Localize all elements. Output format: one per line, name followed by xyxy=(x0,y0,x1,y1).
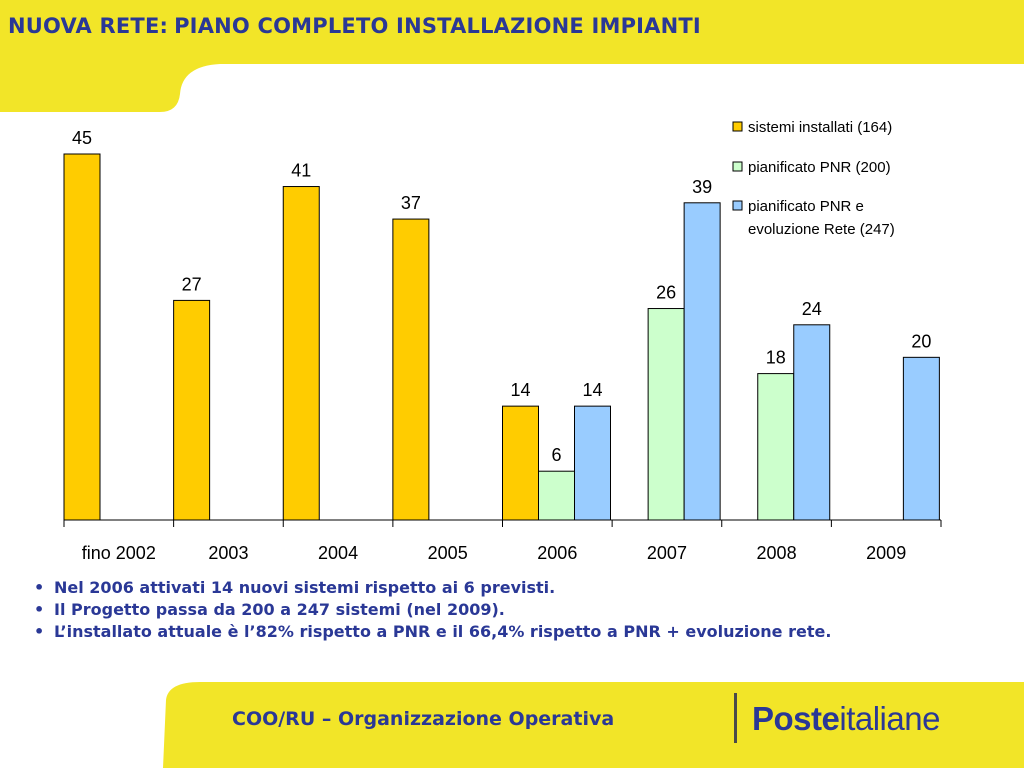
x-tick-label: 2003 xyxy=(208,543,248,563)
data-label: 45 xyxy=(72,128,92,148)
title-part1: NUOVA RETE: xyxy=(8,14,169,38)
title-part2: PIANO COMPLETO INSTALLAZIONE IMPIANTI xyxy=(174,14,701,38)
bar-2009-series-3 xyxy=(902,356,940,521)
data-label: 41 xyxy=(291,161,311,181)
x-axis-tick-labels: fino 2002 2003 2004 2005 2006 2007 2008 2009 xyxy=(82,543,906,563)
bullet-item: • Il Progetto passa da 200 a 247 sistemi … xyxy=(34,599,831,621)
logo-bold-part: Poste xyxy=(752,700,840,737)
footer-divider xyxy=(734,693,737,743)
bullet-text: L’installato attuale è l’82% rispetto a … xyxy=(54,622,832,641)
x-tick-label: 2008 xyxy=(757,543,797,563)
bar-2005-series-1 xyxy=(392,218,430,521)
x-tick-label: 2007 xyxy=(647,543,687,563)
bar-2003-series-1 xyxy=(173,299,211,521)
data-label: 18 xyxy=(766,348,786,368)
data-label: 14 xyxy=(582,380,602,400)
bullet-glyph: • xyxy=(34,600,45,619)
bar-2006-series-1 xyxy=(502,405,539,521)
logo-regular-part: italiane xyxy=(839,700,940,737)
legend-label: sistemi installati (164) xyxy=(748,119,892,136)
bar-2006-series-2 xyxy=(538,470,575,521)
x-tick-label: 2005 xyxy=(428,543,468,563)
legend-label: evoluzione Rete (247) xyxy=(748,221,895,238)
bullet-glyph: • xyxy=(34,578,45,597)
legend-swatch xyxy=(732,200,743,211)
legend-swatch xyxy=(732,121,743,132)
legend-label: pianificato PNR (200) xyxy=(748,159,891,176)
data-label: 27 xyxy=(182,274,202,294)
x-tick-label: 2006 xyxy=(537,543,577,563)
bar-2004-series-1 xyxy=(282,186,320,521)
bullet-glyph: • xyxy=(34,622,45,641)
data-label: 14 xyxy=(510,380,530,400)
bar-2006-series-3 xyxy=(574,405,611,521)
data-label: 26 xyxy=(656,283,676,303)
bullet-text: Nel 2006 attivati 14 nuovi sistemi rispe… xyxy=(54,578,556,597)
data-label: 20 xyxy=(911,331,931,351)
x-tick-label: fino 2002 xyxy=(82,543,156,563)
slide-title: NUOVA RETE: PIANO COMPLETO INSTALLAZIONE … xyxy=(8,14,701,38)
chart-legend: sistemi installati (164) pianificato PNR … xyxy=(732,119,895,238)
data-label: 37 xyxy=(401,193,421,213)
legend-label: pianificato PNR e xyxy=(748,198,864,215)
x-tick-label: 2009 xyxy=(866,543,906,563)
bullet-text: Il Progetto passa da 200 a 247 sistemi (… xyxy=(54,600,505,619)
bullet-list: • Nel 2006 attivati 14 nuovi sistemi risp… xyxy=(34,577,831,643)
data-label: 6 xyxy=(551,445,561,465)
chart-bars xyxy=(63,153,940,521)
data-label: 39 xyxy=(692,177,712,197)
chart-value-labels: 45 27 41 37 14 6 14 26 39 18 24 20 xyxy=(72,128,931,465)
bar-2008-series-2 xyxy=(757,373,795,521)
bar-2007-series-2 xyxy=(647,308,685,521)
x-axis-ticks xyxy=(63,520,942,527)
data-label: 24 xyxy=(802,299,822,319)
bullet-item: • Nel 2006 attivati 14 nuovi sistemi risp… xyxy=(34,577,831,599)
bar-2008-series-3 xyxy=(793,324,831,521)
bar-fino-2002-series-1 xyxy=(63,153,101,521)
x-tick-label: 2004 xyxy=(318,543,358,563)
posteitaliane-logo: Posteitaliane xyxy=(752,700,940,738)
bullet-item: • L’installato attuale è l’82% rispetto a… xyxy=(34,621,831,643)
legend-swatch xyxy=(732,161,743,172)
bar-2007-series-3 xyxy=(683,202,721,521)
footer-org-name: COO/RU – Organizzazione Operativa xyxy=(232,708,615,730)
